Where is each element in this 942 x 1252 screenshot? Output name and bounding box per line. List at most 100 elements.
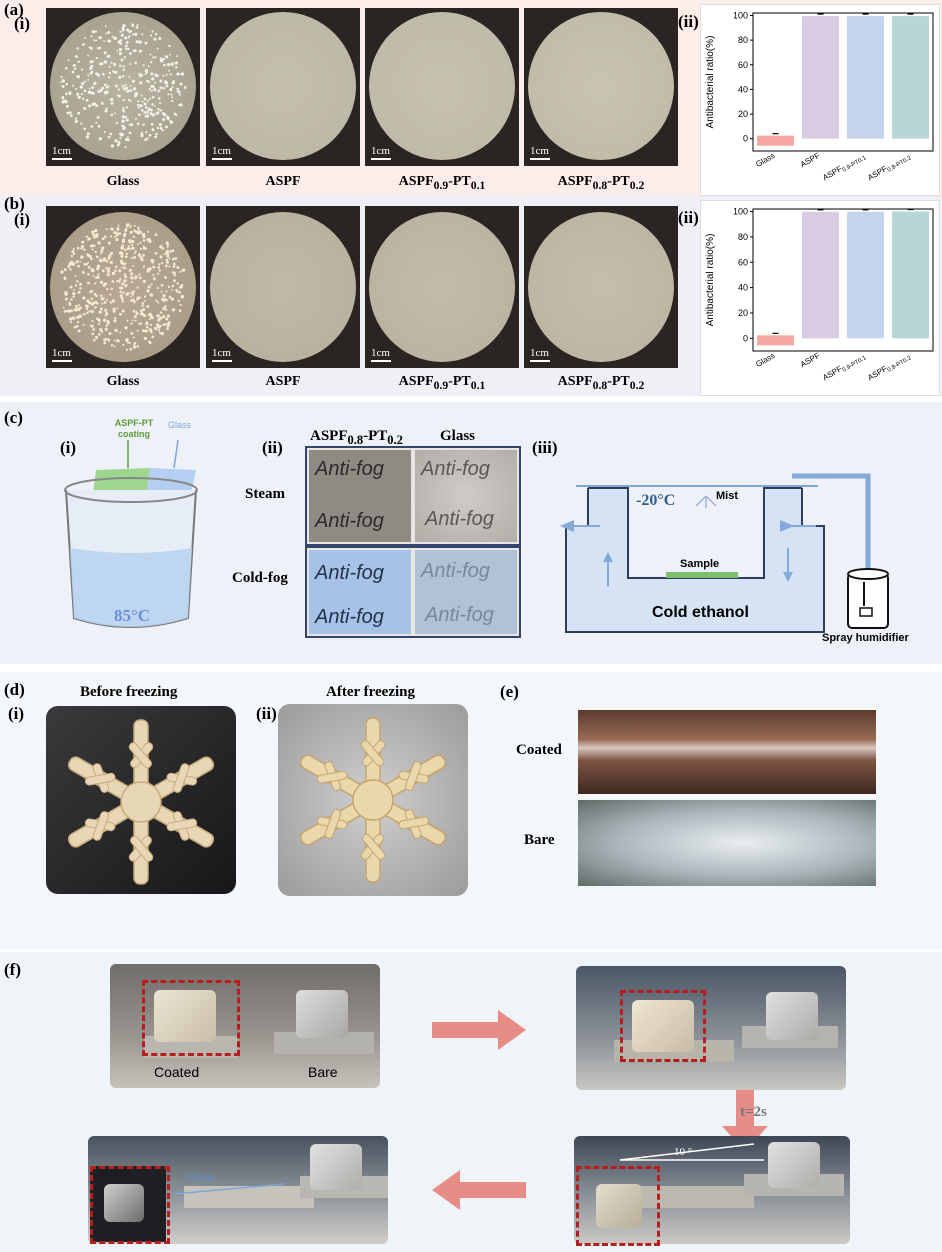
bacteria-colonies — [59, 23, 187, 149]
colony-dot — [88, 255, 92, 258]
caption-aspf09-pt01-b: ASPF0.9-PT0.1 — [398, 374, 486, 392]
colony-dot — [150, 72, 154, 76]
colony-dot — [143, 295, 147, 298]
colony-dot — [115, 85, 118, 88]
colony-dot — [128, 35, 131, 38]
panel-a-sub-i: (i) — [14, 14, 31, 33]
colony-dot — [76, 315, 80, 319]
colony-dot — [176, 87, 179, 91]
colony-dot — [130, 243, 134, 247]
colony-dot — [104, 83, 107, 87]
colony-dot — [68, 262, 72, 266]
colony-dot — [151, 113, 156, 117]
cold-temperature: -20°C — [636, 492, 676, 509]
colony-dot — [129, 85, 132, 87]
colony-dot — [144, 329, 148, 333]
colony-dot — [128, 240, 132, 244]
colony-dot — [164, 55, 169, 59]
colony-dot — [118, 232, 122, 235]
colony-dot — [146, 305, 150, 308]
colony-dot — [87, 54, 90, 57]
colony-dot — [166, 327, 169, 331]
colony-dot — [154, 56, 157, 59]
colony-dot — [130, 30, 133, 33]
colony-dot — [96, 73, 100, 77]
arrow-right-icon — [432, 1010, 526, 1050]
colony-dot — [171, 297, 175, 301]
colony-dot — [118, 279, 121, 282]
colony-dot — [65, 92, 68, 96]
colony-dot — [74, 304, 78, 308]
colony-dot — [121, 291, 125, 294]
colony-dot — [136, 24, 139, 26]
coated-cube-label: Coated — [154, 1064, 200, 1080]
colony-dot — [125, 348, 128, 351]
colony-dot — [165, 260, 169, 264]
colony-dot — [135, 299, 138, 301]
colony-dot — [105, 32, 108, 35]
colony-dot — [122, 99, 125, 102]
colony-dot — [91, 70, 94, 73]
scale-bar: 1cm — [212, 347, 232, 362]
colony-dot — [91, 248, 94, 251]
colony-dot — [135, 312, 139, 316]
colony-dot — [68, 301, 71, 304]
colony-dot — [165, 241, 169, 245]
colony-dot — [124, 146, 127, 149]
highlight-box — [576, 1166, 660, 1246]
colony-dot — [147, 65, 150, 68]
colony-dot — [132, 235, 136, 239]
colony-dot — [121, 282, 125, 286]
colony-dot — [140, 258, 144, 262]
ice-cube-bare — [310, 1144, 362, 1190]
colony-dot — [94, 306, 97, 309]
colony-dot — [149, 323, 153, 326]
colony-dot — [156, 47, 159, 50]
colony-dot — [167, 252, 170, 255]
colony-dot — [61, 96, 65, 100]
colony-dot — [97, 241, 101, 245]
colony-dot — [99, 327, 103, 332]
colony-dot — [127, 47, 130, 51]
colony-dot — [74, 87, 77, 90]
glass-label: Glass — [168, 420, 192, 430]
flow-arrow — [783, 572, 793, 582]
cold-fog-bare-sample: Anti-fog Anti-fog — [415, 550, 517, 634]
colony-dot — [151, 335, 155, 339]
colony-dot — [93, 235, 97, 239]
antibacterial-chart-a: 0 20 40 60 80 100 Antibacterial ratio(%) Glass A… — [700, 4, 940, 196]
colony-dot — [91, 30, 96, 34]
colony-dot — [151, 30, 154, 33]
steam-bare-sample: Anti-fog Anti-fog — [415, 450, 517, 542]
colony-dot — [124, 115, 128, 119]
colony-dot — [140, 73, 144, 77]
colony-dot — [103, 235, 107, 239]
colony-dot — [116, 232, 119, 236]
colony-dot — [99, 88, 103, 92]
colony-dot — [116, 143, 120, 147]
colony-dot — [124, 326, 128, 330]
y-tick-label: 80 — [738, 232, 748, 242]
colony-dot — [140, 109, 144, 112]
colony-dot — [118, 251, 123, 255]
snowflake-after-photo — [278, 704, 468, 896]
x-tick-label: ASPF0.8-PT0.2 — [866, 151, 913, 184]
colony-dot — [109, 98, 113, 102]
colony-dot — [68, 302, 72, 306]
colony-dot — [77, 264, 81, 268]
panel-c-sub-iii: (iii) — [532, 438, 558, 457]
colony-dot — [89, 324, 92, 327]
colony-dot — [128, 268, 132, 272]
colony-dot — [82, 323, 85, 326]
colony-dot — [121, 33, 124, 37]
colony-dot — [87, 78, 90, 81]
colony-dot — [162, 112, 167, 117]
bare-label: Bare — [524, 832, 555, 848]
coating-label: ASPF-PT coating — [114, 418, 154, 439]
colony-dot — [158, 326, 161, 329]
colony-dot — [146, 230, 149, 233]
colony-dot — [80, 122, 83, 125]
colony-dot — [163, 63, 166, 67]
colony-dot — [90, 310, 94, 314]
colony-dot — [175, 113, 178, 117]
